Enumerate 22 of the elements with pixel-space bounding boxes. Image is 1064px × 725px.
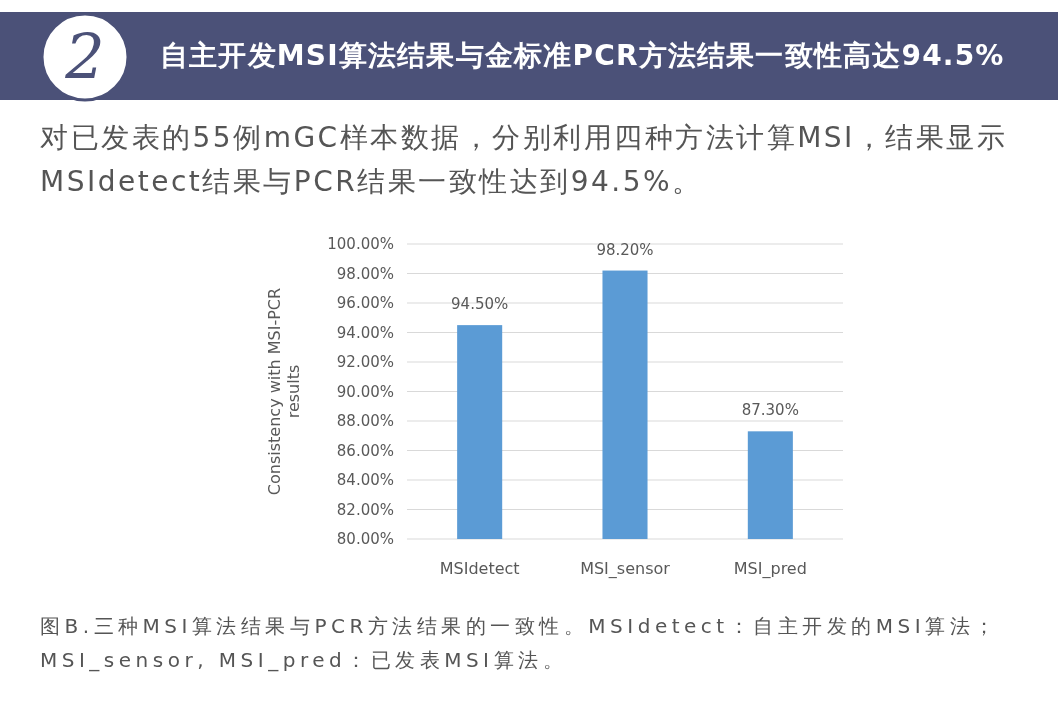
data-label: 98.20% — [596, 240, 654, 259]
y-tick-label: 98.00% — [336, 264, 394, 283]
data-label: 94.50% — [451, 295, 509, 314]
x-tick-label: MSI_pred — [733, 559, 807, 579]
y-tick-label: 88.00% — [336, 412, 394, 430]
y-axis-title: Consistency with MSI-PCR results — [264, 287, 303, 496]
y-tick-label: 90.00% — [336, 382, 394, 401]
y-tick-label: 82.00% — [336, 500, 394, 519]
data-label: 87.30% — [741, 401, 799, 420]
y-tick-label: 86.00% — [336, 441, 394, 460]
badge: 2 — [40, 12, 130, 102]
x-tick-label: MSIdetect — [439, 559, 520, 578]
y-tick-label: 84.00% — [336, 471, 394, 489]
y-tick-label: 92.00% — [336, 353, 394, 371]
y-tick-label: 80.00% — [336, 530, 394, 548]
x-tick-label: MSI_sensor — [580, 559, 671, 579]
y-tick-label: 94.00% — [336, 323, 394, 342]
chart-subtitle: 对已发表的55例mGC样本数据，分别利用四种方法计算MSI，结果显示MSIdetect结果与PCR结果一致性达到94.5%。 — [40, 120, 1009, 200]
chart-title: 自主开发MSI算法结果与金标准PCR方法结果一致性高达94.5% — [160, 38, 1005, 74]
y-tick-label: 100.00% — [327, 235, 394, 253]
text: 图B.三种MSI算法结果与PCR方法结果的一致性。MSIdetect：自主开发的MSI算法；MSI_sensor, MSI_pred：已发表MSI算法。 — [40, 613, 1000, 674]
y-tick-label: 96.00% — [336, 294, 394, 312]
